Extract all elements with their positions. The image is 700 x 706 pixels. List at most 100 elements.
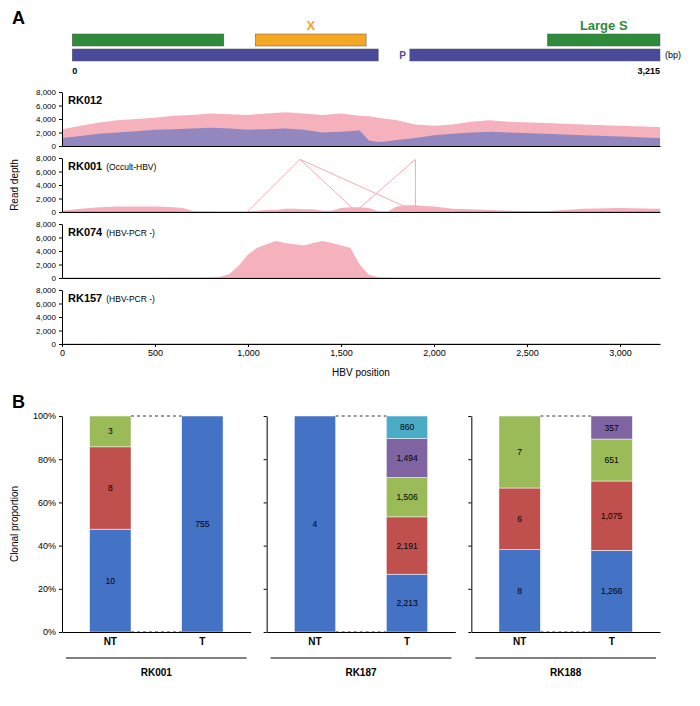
segment-label: 4 [313, 519, 318, 529]
tick-label: 4,000 [36, 247, 57, 256]
tick-mark [468, 416, 471, 417]
bar-segment [90, 529, 131, 632]
tick: 3,000 [609, 344, 632, 358]
line [300, 159, 415, 211]
tick-label: 20% [38, 584, 56, 594]
tick-mark [468, 546, 471, 547]
tick-mark [341, 344, 342, 347]
tick-label: 4,000 [36, 181, 57, 190]
segment-label: 2,191 [396, 541, 418, 551]
y-axis: 02,0004,0006,0008,000 [36, 286, 63, 349]
tick [264, 416, 267, 417]
tick: 2,000 [36, 195, 62, 204]
plot-area [294, 416, 427, 632]
y-axis [468, 417, 472, 633]
segment-label: 8 [108, 483, 113, 493]
tick-label: 4,000 [36, 313, 57, 322]
connector [336, 416, 387, 417]
tick-mark [248, 344, 249, 347]
tick: 0 [60, 344, 65, 358]
tick-mark [59, 502, 62, 503]
tick-mark [59, 106, 62, 107]
tick: 8,000 [36, 88, 62, 97]
tick-label: 1,500 [330, 348, 353, 358]
tick-mark [527, 344, 528, 347]
tick: 0% [43, 627, 62, 637]
bar-segment [294, 416, 335, 632]
tick-mark [264, 502, 267, 503]
bar-segment [591, 481, 632, 550]
tick-mark [468, 632, 471, 633]
tick-label: T [609, 636, 615, 647]
segment-label: 860 [400, 422, 414, 432]
tick: 8,000 [36, 286, 62, 295]
x-axis [63, 146, 661, 147]
bar-segment [499, 488, 540, 550]
tick-label: 6,000 [36, 102, 57, 111]
group-underline [66, 658, 247, 659]
segment-label: 1,506 [396, 492, 418, 502]
tick-mark [62, 344, 63, 347]
tick-mark [59, 331, 62, 332]
segment-label: 1,075 [601, 511, 623, 521]
tick [264, 546, 267, 547]
track: 02,0004,0006,0008,000RK001(Occult-HBV)Re… [9, 154, 661, 217]
tick: 40% [38, 541, 62, 551]
track-subtitle: (HBV-PCR -) [106, 228, 155, 238]
segment-label: 10 [106, 576, 116, 586]
tick: 500 [148, 344, 163, 358]
tick: 20% [38, 584, 62, 594]
group-underline [475, 658, 656, 659]
tick: 4,000 [36, 181, 62, 190]
x-axis-line [63, 344, 661, 345]
tick-mark [620, 344, 621, 347]
tick [264, 632, 267, 633]
tick-mark [59, 251, 62, 252]
y-axis-line [62, 225, 63, 279]
track-title: RK001(Occult-HBV) [68, 160, 156, 172]
x-axis-line [63, 146, 661, 147]
x-axis-line [63, 632, 252, 633]
y-axis-line [62, 93, 63, 147]
group-underline [271, 658, 452, 659]
segment-label: 1,494 [396, 453, 418, 463]
genome-segment [547, 34, 660, 46]
tick [468, 589, 471, 590]
bar-segment [591, 550, 632, 632]
y-axis-line [62, 291, 63, 345]
area [62, 241, 660, 278]
bar-segment [386, 416, 427, 438]
tick: 2,500 [516, 344, 539, 358]
x-axis: NTT [63, 632, 252, 647]
genome-segment [72, 49, 378, 61]
x-axis-line [267, 632, 456, 633]
tick: NT [104, 632, 117, 647]
y-axis: 0%20%40%60%80%100% [33, 411, 63, 637]
tick: 100% [33, 411, 62, 421]
genome-map: AXLarge SP03,215(bp) [12, 8, 681, 76]
tick: 0 [52, 142, 62, 151]
segment-label: 7 [517, 447, 522, 457]
tick-mark [264, 416, 267, 417]
tick-mark [59, 146, 62, 147]
tick-mark [59, 119, 62, 120]
tick: 0 [52, 208, 62, 217]
tick-mark [59, 172, 62, 173]
tick-label: 6,000 [36, 234, 57, 243]
tick-mark [264, 632, 267, 633]
tick: 2,000 [36, 261, 62, 270]
y-axis: 02,0004,0006,0008,000 [36, 154, 63, 217]
segment-label: 755 [195, 519, 209, 529]
bar-segment [90, 447, 131, 529]
track: 02,0004,0006,0008,000RK074(HBV-PCR -) [36, 220, 661, 283]
tick-label: NT [104, 636, 117, 647]
tick-mark [59, 278, 62, 279]
y-axis-line [62, 417, 63, 633]
tick-label: 0% [43, 627, 56, 637]
line [248, 159, 300, 211]
segment-label: 1,266 [601, 586, 623, 596]
plot-area [90, 416, 223, 632]
bar-segment [90, 416, 131, 447]
area [62, 277, 660, 278]
tick-label: 1,000 [237, 348, 260, 358]
